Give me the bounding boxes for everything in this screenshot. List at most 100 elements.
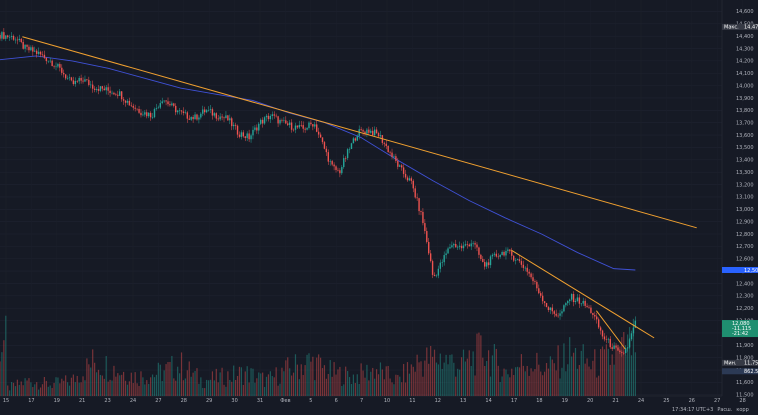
volume-bar <box>208 380 209 396</box>
volume-bar <box>530 368 531 396</box>
volume-bar <box>401 382 402 396</box>
volume-bar <box>521 354 522 396</box>
volume-bar <box>86 358 87 396</box>
candle-body <box>523 265 524 268</box>
candle-body <box>78 78 79 81</box>
candle-body <box>59 64 60 68</box>
volume-bar <box>594 349 595 396</box>
candle-body <box>596 317 597 320</box>
candle-body <box>237 126 238 135</box>
volume-bar <box>341 386 342 396</box>
candle-body <box>579 297 580 303</box>
candle-body <box>77 81 78 82</box>
candle-body <box>486 262 487 266</box>
y-tick-label: 14,400 <box>736 34 754 40</box>
volume-bar <box>353 375 354 396</box>
candle-body <box>96 89 97 90</box>
volume-bar <box>181 352 182 396</box>
candle-body <box>567 301 568 303</box>
volume-bar <box>61 379 62 396</box>
candle-body <box>281 120 282 121</box>
candle-body <box>586 306 587 307</box>
volume-bar <box>546 363 547 396</box>
candle-body <box>411 178 412 181</box>
candle-body <box>304 129 305 130</box>
candle-body <box>127 101 128 103</box>
candle-body <box>192 117 193 119</box>
volume-bar <box>502 376 503 396</box>
volume-bar <box>164 370 165 396</box>
volume-bar <box>585 364 586 396</box>
volume-bar <box>525 371 526 396</box>
candle-body <box>167 101 168 104</box>
volume-bar <box>34 384 35 396</box>
candle-body <box>619 351 620 353</box>
volume-bar <box>415 372 416 396</box>
volume-bar <box>449 355 450 396</box>
volume-bar <box>243 385 244 396</box>
time-axis[interactable]: 15 17 19 21 23 24 27 28 29 30 31 Фев 5 6 7 10 11 12 13 14 17… <box>3 398 746 404</box>
volume-bar <box>343 384 344 396</box>
volume-bar <box>67 382 68 396</box>
candle-body <box>559 313 560 315</box>
candle-body <box>581 304 582 305</box>
candle-body <box>136 109 137 110</box>
volume-bar <box>532 371 533 396</box>
candle-body <box>438 269 439 276</box>
session-toggle[interactable]: Расш. <box>717 407 732 413</box>
volume-bar <box>202 388 203 396</box>
candle-body <box>229 118 230 120</box>
candle-body <box>633 328 634 333</box>
candle-body <box>629 339 630 347</box>
candle-body <box>308 123 309 128</box>
candle-body <box>592 313 593 315</box>
candle-body <box>501 252 502 255</box>
volume-bar <box>127 385 128 396</box>
volume-bar <box>0 361 1 396</box>
volume-bar <box>359 384 360 396</box>
volume-bar <box>492 355 493 396</box>
volume-bar <box>239 367 240 396</box>
candle-body <box>293 130 294 131</box>
volume-bar <box>154 377 155 396</box>
volume-bar <box>488 350 489 396</box>
candle-body <box>310 123 311 125</box>
adjust-toggle[interactable]: корр <box>736 407 748 413</box>
y-tick-label: 14,100 <box>736 71 754 77</box>
price-axis[interactable]: 14,60014,50014,40014,30014,20014,10014,0… <box>736 9 754 398</box>
candle-body <box>395 156 396 161</box>
candle-body <box>28 47 29 50</box>
trendlines[interactable] <box>22 37 696 349</box>
volume-bar <box>469 350 470 396</box>
candle-body <box>376 130 377 133</box>
volume-bar <box>194 371 195 396</box>
x-tick-label: 21 <box>612 398 618 404</box>
volume-bar <box>306 355 307 396</box>
volume-bar <box>142 377 143 396</box>
candle-body <box>102 86 103 88</box>
candle-body <box>374 130 375 136</box>
volume-bar <box>355 383 356 396</box>
candle-body <box>471 243 472 246</box>
candle-body <box>88 80 89 85</box>
x-tick-label: 18 <box>536 398 542 404</box>
volume-bar <box>602 347 603 396</box>
volume-bar <box>442 369 443 396</box>
volume-bar <box>434 350 435 396</box>
candle-body <box>98 89 99 91</box>
candle-body <box>611 347 612 349</box>
volume-bar <box>81 382 82 396</box>
candle-body <box>204 109 205 112</box>
candle-body <box>21 39 22 42</box>
candle-body <box>540 293 541 296</box>
volume-bar <box>1 352 2 396</box>
volume-bar <box>422 377 423 396</box>
candle-body <box>469 245 470 247</box>
x-tick-label: 30 <box>231 398 237 404</box>
candle-body <box>525 268 526 269</box>
candle-body <box>113 93 114 94</box>
volume-bar <box>617 345 618 396</box>
candle-body <box>409 178 410 180</box>
candle-body <box>312 124 313 126</box>
